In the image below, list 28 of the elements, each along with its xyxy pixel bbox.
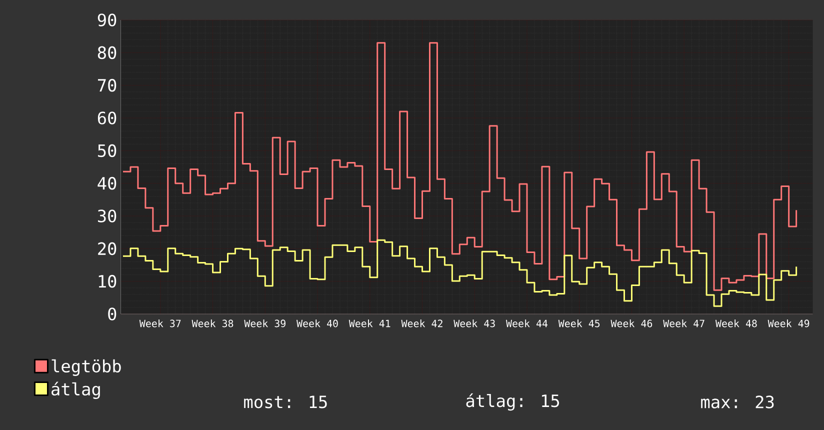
text: átlag: 15 [466, 393, 559, 411]
x-tick-label: Week 48 [715, 320, 757, 328]
y-tick-label: 90 [98, 14, 116, 26]
y-tick-label: 80 [98, 46, 116, 60]
text: max: 23 [701, 396, 774, 408]
x-tick-label: Week 41 [348, 320, 390, 328]
x-tick-label: Week 37 [139, 320, 181, 328]
x-tick-label: Week 40 [296, 320, 338, 328]
x-tick-label: Week 39 [244, 320, 286, 328]
y-tick-label: 50 [98, 144, 116, 158]
x-tick-label: Week 43 [454, 320, 495, 328]
text: most: 15 [244, 396, 327, 408]
y-tick-label: 20 [98, 242, 116, 256]
y-tick-label: 10 [98, 274, 116, 288]
x-tick-label: Week 44 [506, 320, 548, 328]
y-tick-label: 0 [108, 308, 116, 320]
y-tick-label: 40 [98, 176, 116, 190]
y-tick-label: 60 [98, 112, 116, 124]
x-tick-label: Week 38 [192, 320, 234, 328]
y-tick-label: 70 [98, 78, 116, 92]
legend-label: átlag [52, 382, 100, 399]
x-tick-label: Week 49 [768, 320, 810, 328]
x-tick-label: Week 46 [610, 320, 652, 328]
x-tick-label: Week 42 [401, 320, 442, 328]
y-tick-label: 30 [98, 210, 116, 222]
x-tick-label: Week 47 [663, 320, 704, 328]
x-tick-label: Week 45 [558, 320, 600, 328]
legend-label: legtöbb [52, 359, 121, 376]
